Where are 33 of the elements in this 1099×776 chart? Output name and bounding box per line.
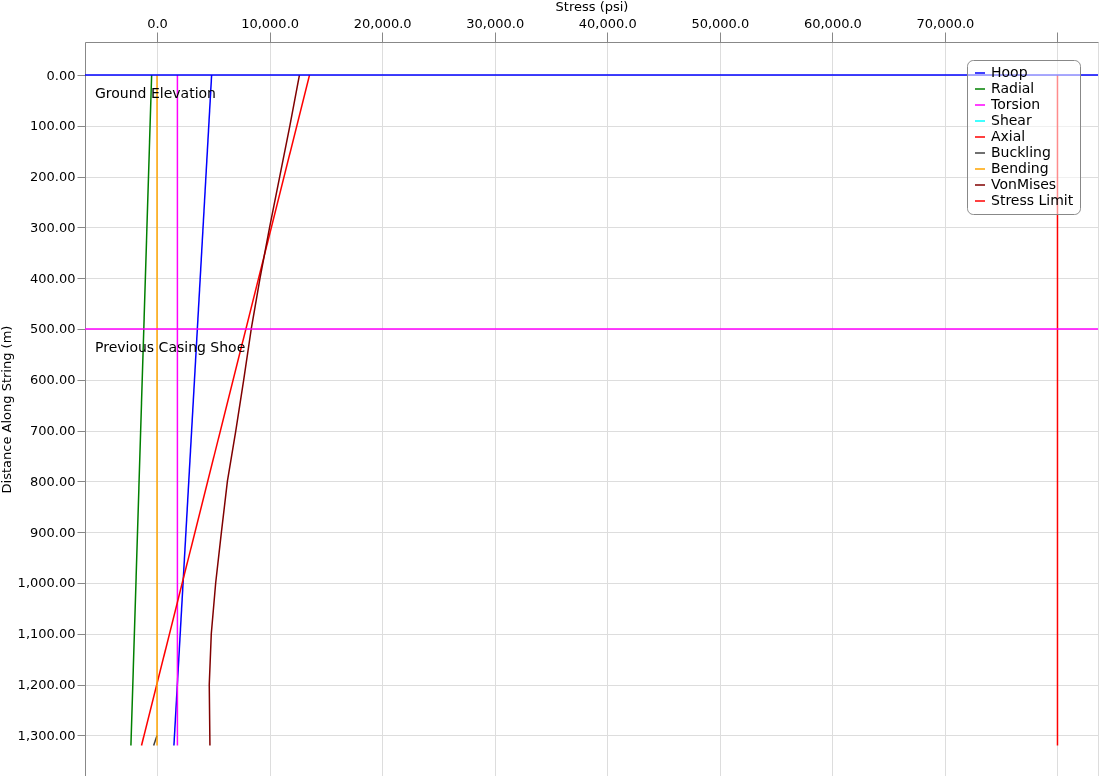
y-tick-label: 600.00 bbox=[30, 372, 76, 388]
y-tick-label: 1,300.00 bbox=[17, 727, 76, 743]
x-tick-label: 0.0 bbox=[147, 15, 168, 31]
legend-label: Stress Limit bbox=[991, 192, 1074, 208]
legend-label: Bending bbox=[991, 160, 1049, 176]
x-tick-label: 70,000.0 bbox=[916, 15, 975, 31]
y-tick-label: 300.00 bbox=[30, 219, 76, 235]
y-axis-title: Distance Along String (m) bbox=[0, 325, 14, 494]
x-axis-title: Stress (psi) bbox=[555, 0, 629, 14]
y-tick-label: 500.00 bbox=[30, 321, 76, 337]
legend-label: Axial bbox=[991, 128, 1026, 144]
legend-label: Radial bbox=[991, 80, 1035, 96]
legend-label: Shear bbox=[991, 112, 1032, 128]
y-tick-label: 1,000.00 bbox=[17, 575, 76, 591]
y-tick-label: 100.00 bbox=[30, 118, 76, 134]
y-tick-label: 400.00 bbox=[30, 270, 76, 286]
legend-label: Buckling bbox=[991, 144, 1051, 160]
legend-label: VonMises bbox=[991, 176, 1057, 192]
x-tick-label: 40,000.0 bbox=[578, 15, 637, 31]
legend-label: Hoop bbox=[991, 64, 1028, 80]
x-tick-label: 50,000.0 bbox=[691, 15, 750, 31]
x-tick-label: 20,000.0 bbox=[353, 15, 412, 31]
y-tick-label: 800.00 bbox=[30, 473, 76, 489]
y-tick-label: 0.00 bbox=[46, 67, 76, 83]
x-tick-label: 60,000.0 bbox=[803, 15, 862, 31]
x-tick-label: 30,000.0 bbox=[466, 15, 525, 31]
y-tick-label: 700.00 bbox=[30, 423, 76, 439]
y-tick-label: 900.00 bbox=[30, 524, 76, 540]
x-tick-label: 10,000.0 bbox=[241, 15, 300, 31]
y-tick-label: 200.00 bbox=[30, 169, 76, 185]
y-tick-label: 1,100.00 bbox=[17, 626, 76, 642]
y-tick-label: 1,200.00 bbox=[17, 677, 76, 693]
legend-label: Torsion bbox=[990, 96, 1041, 112]
